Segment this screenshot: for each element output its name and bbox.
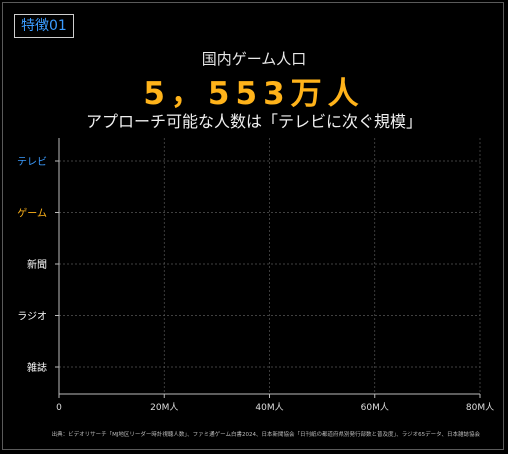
headline-value: 5，553万人 xyxy=(143,76,365,112)
y-tick-label: 新聞 xyxy=(27,258,47,271)
source-note: 出典：ビデオリサーチ「MJ地区リーダー時計視聴人数」、ファミ通ゲーム白書2024… xyxy=(51,432,480,438)
x-tick-label: 40M人 xyxy=(255,402,283,413)
x-tick-label: 80M人 xyxy=(466,402,494,413)
y-tick-label: 雑誌 xyxy=(27,361,47,374)
headline-subtitle: アプローチ可能な人数は「テレビに次ぐ規模」 xyxy=(85,112,422,131)
y-tick-label: テレビ xyxy=(17,156,47,168)
frame xyxy=(2,2,504,450)
x-tick-label: 20M人 xyxy=(150,402,178,413)
y-tick-label: ラジオ xyxy=(17,311,47,323)
headline-label: 国内ゲーム人口 xyxy=(201,50,307,68)
x-tick-label: 0 xyxy=(56,403,62,413)
y-tick-label: ゲーム xyxy=(17,208,47,220)
feature-badge: 特徴01 xyxy=(14,14,74,38)
x-tick-label: 60M人 xyxy=(361,402,389,413)
